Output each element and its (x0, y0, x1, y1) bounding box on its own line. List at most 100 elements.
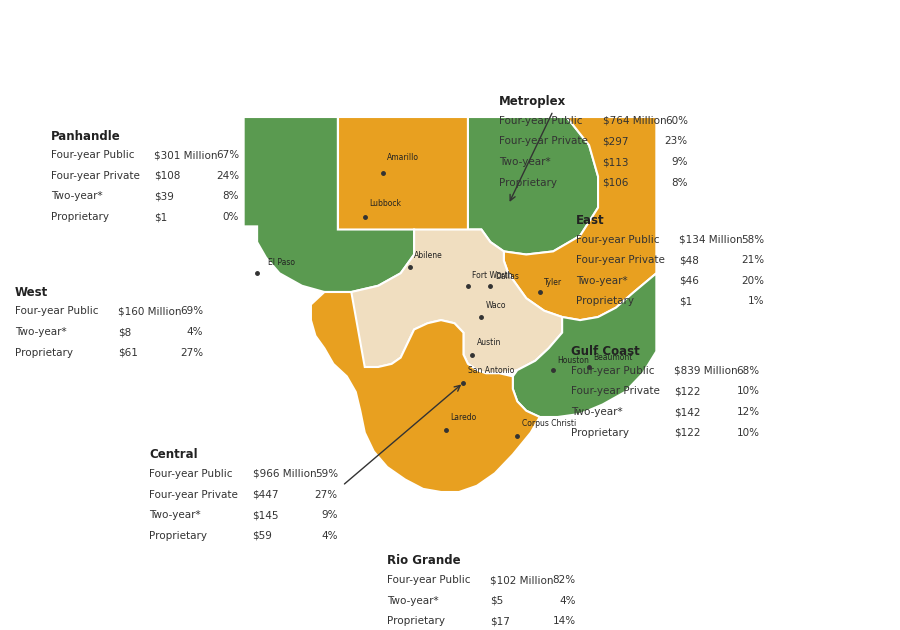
Text: Four-year Public: Four-year Public (500, 116, 583, 126)
Text: $134 Million: $134 Million (679, 234, 742, 244)
Text: $839 Million: $839 Million (674, 366, 738, 375)
Text: 69%: 69% (180, 306, 203, 316)
Text: 68%: 68% (736, 366, 760, 375)
Text: $61: $61 (118, 348, 138, 358)
Polygon shape (310, 292, 540, 492)
Text: 21%: 21% (741, 255, 764, 265)
Text: Laredo: Laredo (450, 413, 476, 422)
Text: $122: $122 (674, 386, 701, 396)
Text: Dallas: Dallas (495, 272, 518, 281)
Text: Four-year Public: Four-year Public (50, 150, 134, 160)
Text: 4%: 4% (559, 596, 576, 606)
Text: $106: $106 (602, 178, 629, 188)
Text: Amarillo: Amarillo (387, 153, 419, 162)
Text: Proprietary: Proprietary (149, 530, 207, 541)
Text: $108: $108 (154, 171, 180, 181)
Text: 9%: 9% (321, 510, 338, 520)
Text: Metroplex: Metroplex (500, 95, 567, 108)
Text: Houston: Houston (558, 356, 590, 365)
Text: $17: $17 (491, 616, 510, 626)
Text: $48: $48 (679, 255, 698, 265)
Text: Four-year Private: Four-year Private (500, 136, 589, 146)
Text: Lubbock: Lubbock (369, 198, 401, 208)
Text: $142: $142 (674, 407, 701, 417)
Text: Austin: Austin (477, 338, 501, 347)
Text: 1%: 1% (748, 296, 764, 306)
Text: 8%: 8% (222, 192, 239, 202)
Text: Waco: Waco (486, 301, 507, 309)
Text: 0%: 0% (223, 212, 239, 222)
Text: 4%: 4% (187, 327, 203, 337)
Text: Proprietary: Proprietary (14, 348, 73, 358)
Text: Beaumont: Beaumont (594, 353, 633, 362)
Text: $297: $297 (602, 136, 629, 146)
Text: $102 Million: $102 Million (491, 575, 554, 585)
Text: West: West (14, 286, 48, 299)
Text: Proprietary: Proprietary (387, 616, 446, 626)
Polygon shape (310, 229, 562, 373)
Text: $5: $5 (491, 596, 504, 606)
Text: Four-year Private: Four-year Private (576, 255, 664, 265)
Text: $301 Million: $301 Million (154, 150, 218, 160)
Text: Four-year Private: Four-year Private (149, 490, 238, 500)
Text: 67%: 67% (216, 150, 239, 160)
Text: Proprietary: Proprietary (572, 428, 629, 438)
Text: Abilene: Abilene (414, 251, 443, 260)
Text: Four-year Public: Four-year Public (572, 366, 654, 375)
Text: 27%: 27% (180, 348, 203, 358)
Polygon shape (338, 117, 468, 229)
Polygon shape (513, 273, 656, 417)
Text: 59%: 59% (315, 469, 338, 479)
Text: $39: $39 (154, 192, 174, 202)
Text: Four-year Public: Four-year Public (149, 469, 233, 479)
Text: 27%: 27% (315, 490, 338, 500)
Text: 23%: 23% (664, 136, 688, 146)
Text: Central: Central (149, 449, 198, 461)
Text: Two-year*: Two-year* (50, 192, 103, 202)
Text: Two-year*: Two-year* (149, 510, 201, 520)
Text: Four-year Public: Four-year Public (14, 306, 98, 316)
Text: 4%: 4% (321, 530, 338, 541)
Text: $59: $59 (253, 530, 273, 541)
Text: Panhandle: Panhandle (50, 130, 121, 142)
Text: 12%: 12% (736, 407, 760, 417)
Text: $122: $122 (674, 428, 701, 438)
Text: Two-year*: Two-year* (572, 407, 623, 417)
Text: Four-year Public: Four-year Public (387, 575, 471, 585)
Text: Fort Worth: Fort Worth (472, 270, 513, 280)
Polygon shape (244, 117, 414, 292)
Text: Proprietary: Proprietary (50, 212, 109, 222)
Text: 10%: 10% (736, 386, 760, 396)
Text: 60%: 60% (665, 116, 688, 126)
Text: Two-year*: Two-year* (576, 276, 627, 286)
Text: Two-year*: Two-year* (14, 327, 67, 337)
Text: Four-year Private: Four-year Private (50, 171, 140, 181)
Text: 14%: 14% (553, 616, 576, 626)
Text: $46: $46 (679, 276, 698, 286)
Text: $160 Million: $160 Million (118, 306, 182, 316)
Text: 10%: 10% (736, 428, 760, 438)
Text: Rio Grande: Rio Grande (387, 554, 461, 568)
Text: Two-year*: Two-year* (500, 157, 551, 167)
Text: Proprietary: Proprietary (576, 296, 634, 306)
Text: $113: $113 (602, 157, 629, 167)
Text: Two-year*: Two-year* (387, 596, 439, 606)
Text: Four-year Private: Four-year Private (572, 386, 660, 396)
Text: 8%: 8% (671, 178, 688, 188)
Polygon shape (504, 117, 656, 320)
Text: $145: $145 (253, 510, 279, 520)
Text: San Antonio: San Antonio (468, 366, 514, 375)
Text: 9%: 9% (671, 157, 688, 167)
Text: 58%: 58% (741, 234, 764, 244)
Text: $966 Million: $966 Million (253, 469, 316, 479)
Text: 82%: 82% (553, 575, 576, 585)
Polygon shape (468, 117, 598, 255)
Text: $447: $447 (253, 490, 279, 500)
Text: 24%: 24% (216, 171, 239, 181)
Text: Proprietary: Proprietary (500, 178, 557, 188)
Text: $1: $1 (679, 296, 692, 306)
Text: 20%: 20% (741, 276, 764, 286)
Text: Corpus Christi: Corpus Christi (522, 419, 576, 428)
Text: $1: $1 (154, 212, 167, 222)
Text: $8: $8 (118, 327, 131, 337)
